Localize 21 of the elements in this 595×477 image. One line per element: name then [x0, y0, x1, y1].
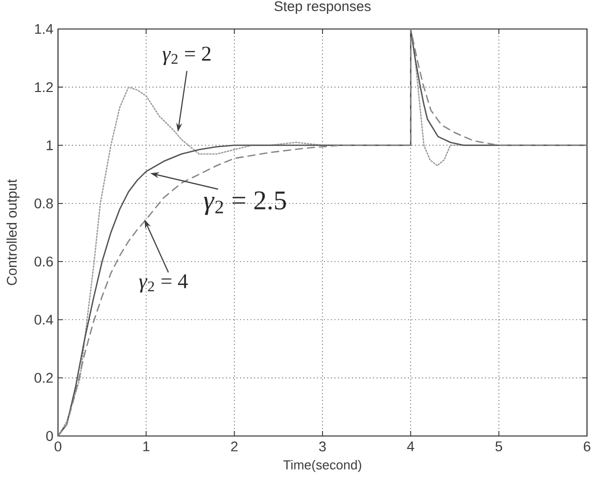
y-tick-label: 0.2	[34, 372, 53, 383]
y-tick-label: 0	[46, 431, 53, 441]
annotation: γ$_{2}$ = 2	[162, 46, 210, 66]
y-tick-label: 0.6	[34, 256, 53, 267]
y-tick-label: 1	[46, 140, 53, 150]
x-tick-label: 1	[143, 442, 150, 452]
x-tick-label: 6	[584, 442, 590, 452]
y-axis-title: Controlled output	[6, 179, 20, 286]
y-tick-label: 0.8	[34, 198, 53, 208]
y-tick-label: 1.2	[35, 82, 53, 92]
annotation: γ$_{2}$ = 2.5	[204, 191, 286, 216]
annotation: γ$_{2}$ = 4	[139, 274, 188, 293]
chart-title: Step responses	[274, 1, 371, 14]
y-tick-label: 1.4	[35, 24, 54, 34]
x-tick-label: 0	[54, 442, 62, 452]
y-tick-label: 0.4	[34, 314, 54, 325]
x-axis-title: Time(second)	[283, 460, 362, 472]
x-tick-label: 4	[407, 442, 414, 452]
x-tick-label: 3	[319, 442, 326, 452]
x-tick-label: 2	[231, 442, 238, 452]
x-tick-label: 5	[496, 442, 502, 452]
